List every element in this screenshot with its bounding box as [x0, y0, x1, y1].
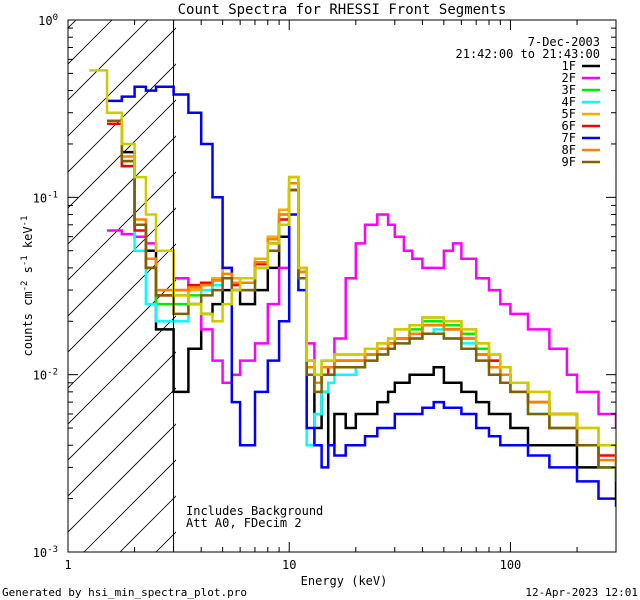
legend-label: 6F	[562, 119, 576, 133]
hatch-line	[68, 20, 77, 29]
x-tick-label: 100	[500, 558, 522, 572]
series-line-3f	[107, 122, 616, 482]
hatch-line	[83, 459, 176, 552]
legend-label: 8F	[562, 143, 576, 157]
hatch-line	[68, 63, 176, 173]
hatch-line	[68, 99, 176, 209]
series-line-4f	[107, 122, 616, 482]
annotation-attenuator: Att A0, FDecim 2	[186, 516, 302, 530]
series-line-2f	[107, 188, 616, 428]
legend-label: 1F	[562, 59, 576, 73]
hatched-region	[68, 20, 176, 552]
y-tick-label: 10-3	[33, 545, 58, 560]
x-axis-label: Energy (keV)	[301, 574, 388, 588]
x-tick-label: 10	[282, 558, 296, 572]
hatch-line	[68, 423, 176, 533]
annotation-background: Includes Background	[186, 504, 323, 518]
legend-label: 3F	[562, 83, 576, 97]
plot-frame	[67, 19, 617, 553]
hatch-line	[68, 243, 176, 353]
series-line-5f-yellow-trace	[89, 69, 616, 468]
generated-by-label: Generated by hsi_min_spectra_plot.pro	[2, 586, 247, 599]
legend-label: 2F	[562, 71, 576, 85]
hatch-line	[68, 387, 176, 497]
y-tick-label: 100	[38, 13, 58, 28]
hatch-line	[68, 27, 176, 137]
legend-label: 7F	[562, 131, 576, 145]
timestamp-label: 12-Apr-2023 12:01	[525, 586, 638, 599]
time-range-label: 21:42:00 to 21:43:00	[456, 47, 601, 61]
y-tick-label: 10-2	[33, 368, 58, 383]
series-line-7f	[107, 85, 616, 507]
chart-title: Count Spectra for RHESSI Front Segments	[178, 2, 507, 18]
series-line-8f	[107, 119, 616, 473]
legend-label: 4F	[562, 95, 576, 109]
hatch-line	[68, 20, 113, 65]
hatch-line	[68, 279, 176, 389]
hatch-line	[68, 207, 176, 317]
series-line-9f	[107, 119, 616, 482]
y-axis-label: counts cm-2 s-1 keV-1	[20, 216, 35, 357]
series-line-1f	[107, 119, 616, 499]
legend-label: 9F	[562, 155, 576, 169]
legend-label: 5F	[562, 107, 576, 121]
y-tick-label: 10-1	[33, 190, 58, 205]
x-tick-label: 1	[64, 558, 71, 572]
date-label: 7-Dec-2003	[528, 35, 600, 49]
